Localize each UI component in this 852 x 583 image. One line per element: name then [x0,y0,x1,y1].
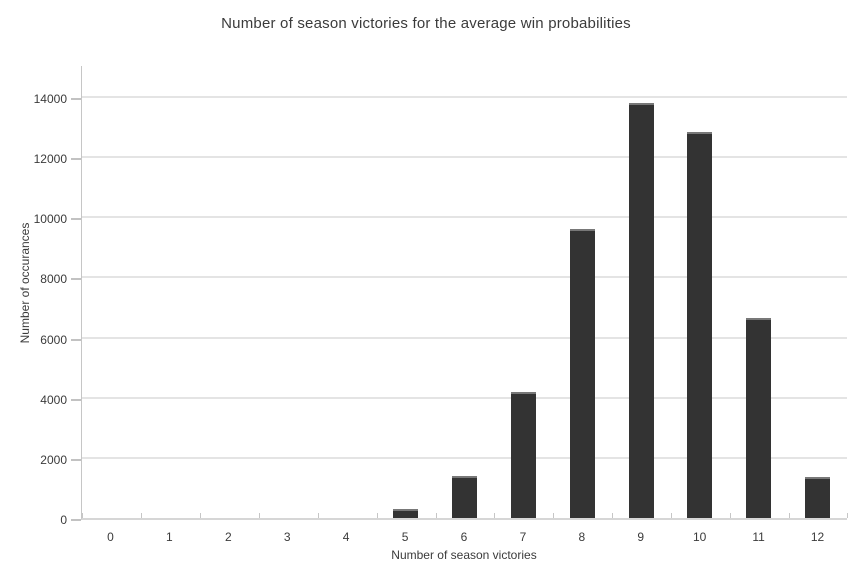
chart-title: Number of season victories for the avera… [221,15,631,32]
gridline [82,96,847,99]
y-axis-tick [71,398,81,401]
bar-cell [553,66,612,518]
x-axis-tick [847,513,848,518]
x-axis-tick [82,513,83,518]
bar-cell [376,66,435,518]
bar [451,475,477,518]
y-axis-tick [71,98,81,101]
bar [687,131,713,518]
x-tick-label: 4 [342,530,350,544]
bar [628,103,654,518]
x-tick-label: 8 [578,530,586,544]
x-tick-label: 3 [283,530,291,544]
y-tick-label: 10000 [33,212,67,227]
bar-cell [729,66,788,518]
y-tick-label: 6000 [40,332,67,347]
y-axis-tick [71,158,81,161]
bar [569,229,595,518]
x-tick-label: 10 [693,530,707,544]
gridline [82,456,847,459]
x-tick-label: 7 [519,530,527,544]
x-axis-label: Number of season victories [391,548,537,562]
bar-cell [200,66,259,518]
y-axis-tick [71,218,81,221]
gridline [82,156,847,159]
bar-cell [788,66,847,518]
x-tick-label: 12 [810,530,825,544]
gridline [82,276,847,279]
gridline [82,396,847,399]
bar [510,391,536,518]
gridline [82,216,847,219]
x-axis-tick [730,513,732,518]
y-tick-label: 14000 [33,92,67,107]
x-axis-tick [435,513,437,518]
x-axis-tick [494,513,496,518]
gridline [82,336,847,339]
y-axis-tick [71,338,81,341]
bar-cell [317,66,376,518]
x-axis-tick [376,513,378,518]
x-axis-tick [140,513,142,518]
x-tick-label: 9 [637,530,645,544]
y-tick-label: 4000 [40,392,67,407]
plot-area [81,66,848,520]
y-tick-label: 12000 [33,152,67,167]
bar [393,508,419,518]
x-tick-label: 1 [166,530,173,544]
bar-cell [670,66,729,518]
y-axis-tick [71,519,81,521]
x-axis-tick [612,513,614,518]
bar-cell [259,66,318,518]
x-axis-tick [553,513,555,518]
y-tick-label: 8000 [40,272,67,287]
y-tick-label: 2000 [40,452,67,467]
bar-cell [141,66,200,518]
x-axis-tick [671,513,673,518]
x-tick-label: 11 [752,530,765,544]
x-tick-label: 5 [401,530,409,544]
bar [805,476,831,518]
x-tick-label: 2 [224,530,232,544]
y-axis-tick [71,458,81,461]
x-axis-tick [317,513,319,518]
y-tick-label: 0 [60,513,67,527]
bar [746,318,772,518]
x-axis-tick [199,513,201,518]
x-tick-label: 6 [460,530,468,544]
bar-cell [494,66,553,518]
bar-cell [435,66,494,518]
bar-cell [82,66,141,518]
y-axis-tick [71,278,81,281]
bar-series [82,66,847,518]
x-tick-label: 0 [107,530,114,544]
x-axis-tick [789,513,791,518]
x-axis-tick [258,513,260,518]
bar-cell [612,66,671,518]
